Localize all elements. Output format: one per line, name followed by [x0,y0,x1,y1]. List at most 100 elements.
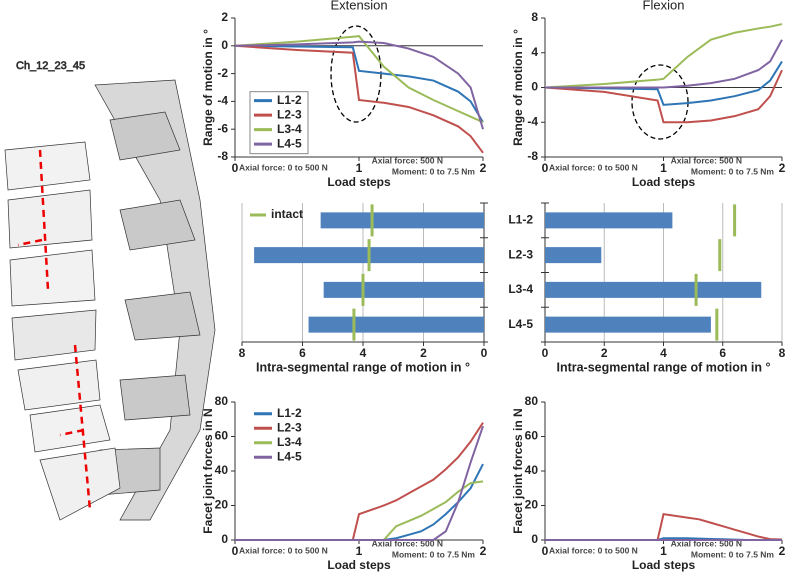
axis-lower [73,344,92,511]
data-line [545,513,783,541]
annotation: Axial force: 500 N [372,538,443,548]
annotation: Moment: 0 to 7.5 Nm [392,166,476,176]
x-tick-label: 2 [480,161,487,175]
x-tick-label: 0 [232,161,239,175]
annotation: Axial force: 500 N [671,538,742,548]
x-tick-label: 4 [660,346,667,360]
annotation: Moment: 0 to 7.5 Nm [691,549,775,559]
category-label: L3-4 [508,282,533,296]
annotation: Axial force: 0 to 500 N [239,545,328,555]
data-line [544,23,783,89]
x-tick-label: 2 [601,346,608,360]
bar [545,316,711,333]
y-axis-label: Facet joint forces in N [511,408,525,533]
x-tick-label: 2 [420,346,427,360]
data-line [544,69,783,124]
data-line [235,422,484,541]
legend-label: L3-4 [277,122,302,136]
vertebra [17,359,101,411]
x-tick-label: 2 [779,161,786,175]
arrow-upper [17,238,43,247]
y-tick-label: 4 [531,45,538,59]
x-axis-label: Intra-segmental range of motion in ° [556,360,770,374]
category-label: L1-2 [508,213,533,227]
x-tick-label: 0 [542,346,549,360]
legend-label: L3-4 [277,435,302,449]
y-tick-label: 8 [531,10,538,24]
y-axis-label: Range of motion in ° [201,29,215,146]
x-tick-label: 2 [779,544,786,558]
x-tick-label: 1 [356,161,363,175]
y-tick-label: 0 [531,80,538,94]
y-axis-label: Facet joint forces in N [201,408,215,533]
x-tick-label: 8 [779,346,786,360]
y-tick-label: 2 [221,10,228,24]
legend-label: L1-2 [277,93,302,107]
legend-label: intact [271,207,303,221]
vertebra [7,189,93,249]
bar [320,212,484,229]
y-tick-label: 0 [221,532,228,546]
category-label: L4-5 [508,317,533,331]
y-tick-label: -6 [217,121,228,135]
y-tick-label: 60 [215,429,229,443]
x-tick-label: 4 [360,346,367,360]
y-tick-label: -4 [527,114,538,128]
y-tick-label: 0 [531,532,538,546]
y-tick-label: 80 [215,394,229,408]
legend-label: L4-5 [277,449,302,463]
bar [545,281,762,298]
intact-marker [370,204,374,237]
x-tick-label: 1 [660,161,667,175]
y-tick-label: 40 [525,463,539,477]
y-tick-label: -2 [217,66,228,80]
intact-marker [715,308,719,341]
intact-marker [367,239,371,272]
y-axis-label: Range of motion in ° [511,29,525,146]
legend-label: L2-3 [277,107,302,121]
legend-label: L4-5 [277,136,302,150]
x-tick-label: 6 [719,346,726,360]
arrow-lower [59,428,85,437]
x-tick-label: 6 [299,346,306,360]
data-line [545,39,783,89]
x-tick-label: 1 [356,544,363,558]
x-tick-label: 0 [542,161,549,175]
vertebra [4,141,91,191]
y-tick-label: 20 [215,498,229,512]
x-axis-label: Load steps [632,175,696,189]
y-tick-label: -4 [217,94,228,108]
annotation: Axial force: 0 to 500 N [239,162,328,172]
y-tick-label: 40 [215,463,229,477]
ellipse [631,64,689,140]
x-tick-label: 1 [660,544,667,558]
y-tick-label: 20 [525,498,539,512]
data-line [234,44,484,123]
x-axis-label: Load steps [632,558,696,572]
bar [308,316,484,333]
data-line [234,44,484,154]
annotation: Axial force: 0 to 500 N [549,162,638,172]
legend-label: L2-3 [277,420,302,434]
x-tick-label: 0 [542,544,549,558]
x-tick-label: 2 [480,544,487,558]
y-tick-label: 80 [525,394,539,408]
x-tick-label: 0 [232,544,239,558]
vertebra [11,309,97,361]
bar [545,212,673,229]
annotation: Axial force: 500 N [671,155,742,165]
data-line [234,40,484,130]
x-tick-label: 8 [239,346,246,360]
y-tick-label: -8 [217,149,228,163]
category-label: L2-3 [508,247,533,261]
bar [323,281,484,298]
data-line [234,35,484,124]
annotation: Axial force: 0 to 500 N [549,545,638,555]
annotation: Moment: 0 to 7.5 Nm [691,166,775,176]
intact-marker [718,239,722,272]
chart-title: Extension [330,0,387,12]
chart-title: Flexion [643,0,685,12]
data-line [235,425,484,541]
spine-model: Ch_12_23_45 [4,60,216,521]
